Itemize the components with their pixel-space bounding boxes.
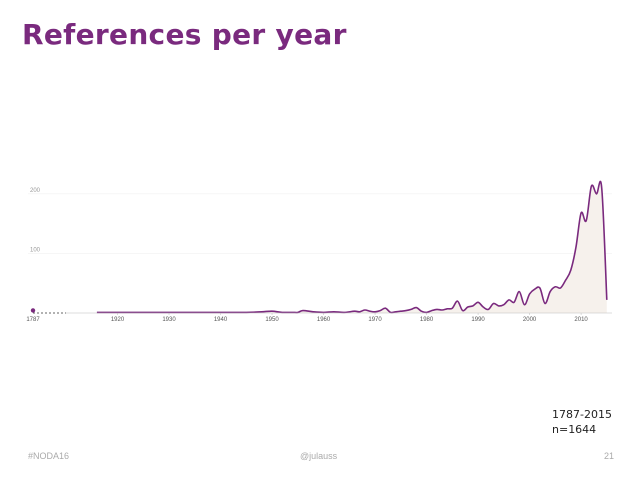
x-tick-label-1940: 1940 — [214, 317, 228, 323]
x-tick-label-2000: 2000 — [523, 317, 537, 323]
slide-title: References per year — [22, 18, 347, 51]
footer-hashtag: #NODA16 — [28, 451, 70, 461]
summary-range: 1787-2015 — [552, 408, 612, 421]
x-tick-label-1950: 1950 — [265, 317, 279, 323]
x-tick-label-2010: 2010 — [574, 317, 588, 323]
x-tick-label-1980: 1980 — [420, 317, 434, 323]
x-axis — [30, 308, 612, 315]
series-line — [96, 180, 608, 314]
summary-count: n=1644 — [552, 423, 597, 436]
x-tick-label-1930: 1930 — [162, 317, 176, 323]
y-tick-label-200: 200 — [30, 188, 41, 194]
area-series — [96, 180, 608, 314]
x-tick-label-1960: 1960 — [317, 317, 331, 323]
footer-handle: @julauss — [300, 451, 338, 461]
page-number: 21 — [603, 451, 614, 461]
summary-box: 1787-2015 n=1644 — [552, 407, 612, 437]
x-tick-label-1970: 1970 — [368, 317, 382, 323]
area-fill — [96, 181, 607, 313]
outlier-point — [30, 308, 36, 313]
x-tick-label-1920: 1920 — [111, 317, 125, 323]
tick-labels: 100 200 1787 1920 1930 1940 1950 1960 1970 1980 19… — [26, 188, 588, 323]
x-tick-label-1787: 1787 — [26, 317, 40, 323]
y-tick-label-100: 100 — [30, 247, 41, 253]
gridlines — [28, 193, 612, 254]
x-tick-label-1990: 1990 — [471, 317, 485, 323]
